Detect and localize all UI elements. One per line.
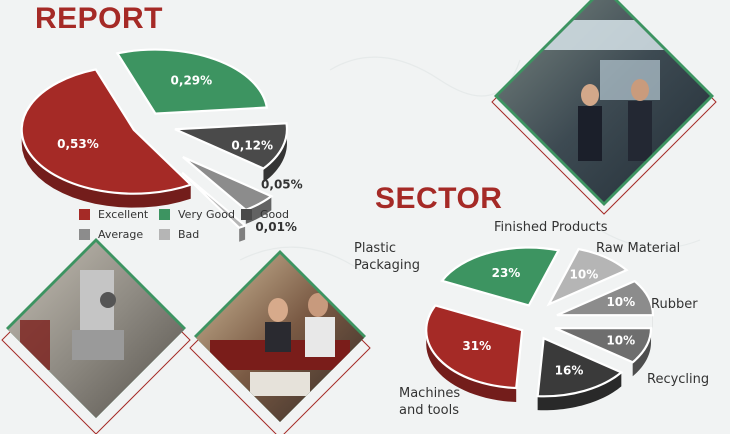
sector-label-line: Raw Material [596,241,681,256]
pie-value-label-raw-material: 10% [606,295,635,309]
pie-slice-side-plastic-packaging [537,372,622,411]
pie-slice-very-good [115,48,269,115]
legend-swatch-good [241,209,252,220]
legend-item-good: Good [241,208,289,221]
pie-slice-recycling [440,246,561,307]
sector-label-line: Finished Products [494,220,608,235]
legend-item-average: Average [79,228,143,241]
pie-slice-side-machines-and-tools [426,330,517,403]
pie-slice-machines-and-tools [425,304,524,390]
sector-pie-chart: 31% 23% 10% 10% 10% 16% [425,246,655,411]
pie-slice-bad [181,171,248,230]
meeting-table-photo [189,250,371,434]
pie-slice-excellent [20,68,193,195]
pie-slice-good [174,122,289,170]
legend-label-average: Average [98,228,144,241]
sector-label-line: Rubber [651,297,698,312]
legend-label-excellent: Excellent [98,208,149,221]
legend-item-very-good: Very Good [159,208,235,221]
sector-label-plastic-packaging: Plastic Packaging [354,240,420,274]
legend-label-bad: Bad [178,228,200,241]
pie-slice-plastic-packaging [536,336,624,398]
pie-value-label-machines-and-tools: 31% [462,339,491,353]
sector-label-line: Packaging [354,258,420,273]
legend-item-bad: Bad [159,228,199,241]
pie-slice-side-finished-products [632,328,652,377]
sector-label-recycling: Recycling [647,371,709,388]
report-pie-chart: 0,53% 0,29% 0,12% 0,05% 0,01% [20,48,303,242]
sector-label-machines-and-tools: Machines and tools [399,385,460,419]
legend-swatch-bad [159,229,170,240]
legend-swatch-excellent [79,209,90,220]
pie-value-label-rubber: 10% [570,268,599,282]
pie-slice-side-good [263,126,287,183]
pie-value-label-finished-products: 10% [606,334,635,348]
sector-label-line: Machines [399,386,461,401]
pie-slice-side-average [245,196,272,224]
legend-item-excellent: Excellent [79,208,148,221]
report-title: REPORT [35,2,164,35]
sector-label-line: and tools [399,403,459,418]
pie-slice-finished-products [554,327,653,364]
pie-value-label-good: 0,12% [231,138,273,152]
legend-label-very-good: Very Good [178,208,235,221]
sector-label-line: Plastic [354,241,397,256]
sector-label-rubber: Rubber [651,296,698,313]
exhibition-booth-photo [491,0,717,215]
legend-label-good: Good [260,208,289,221]
legend-swatch-very-good [159,209,170,220]
pie-slice-raw-material [556,279,655,317]
pie-value-label-very-good: 0,29% [171,74,213,88]
sector-label-raw-material: Raw Material [596,240,680,257]
legend-swatch-average [79,229,90,240]
pie-slice-side-excellent [21,129,191,208]
sector-label-line: Recycling [647,372,710,387]
pie-value-label-excellent: 0,53% [57,137,99,151]
pie-value-label-average: 0,05% [261,177,303,191]
pie-value-label-recycling: 23% [492,266,521,280]
sector-label-finished-products: Finished Products [494,219,608,236]
pie-slice-side-bad [239,225,246,242]
pie-slice-rubber [546,247,629,307]
sector-title: SECTOR [375,182,503,215]
machinery-photo [1,238,191,434]
pie-value-label-bad: 0,01% [255,220,297,234]
pie-value-label-plastic-packaging: 16% [555,363,584,377]
